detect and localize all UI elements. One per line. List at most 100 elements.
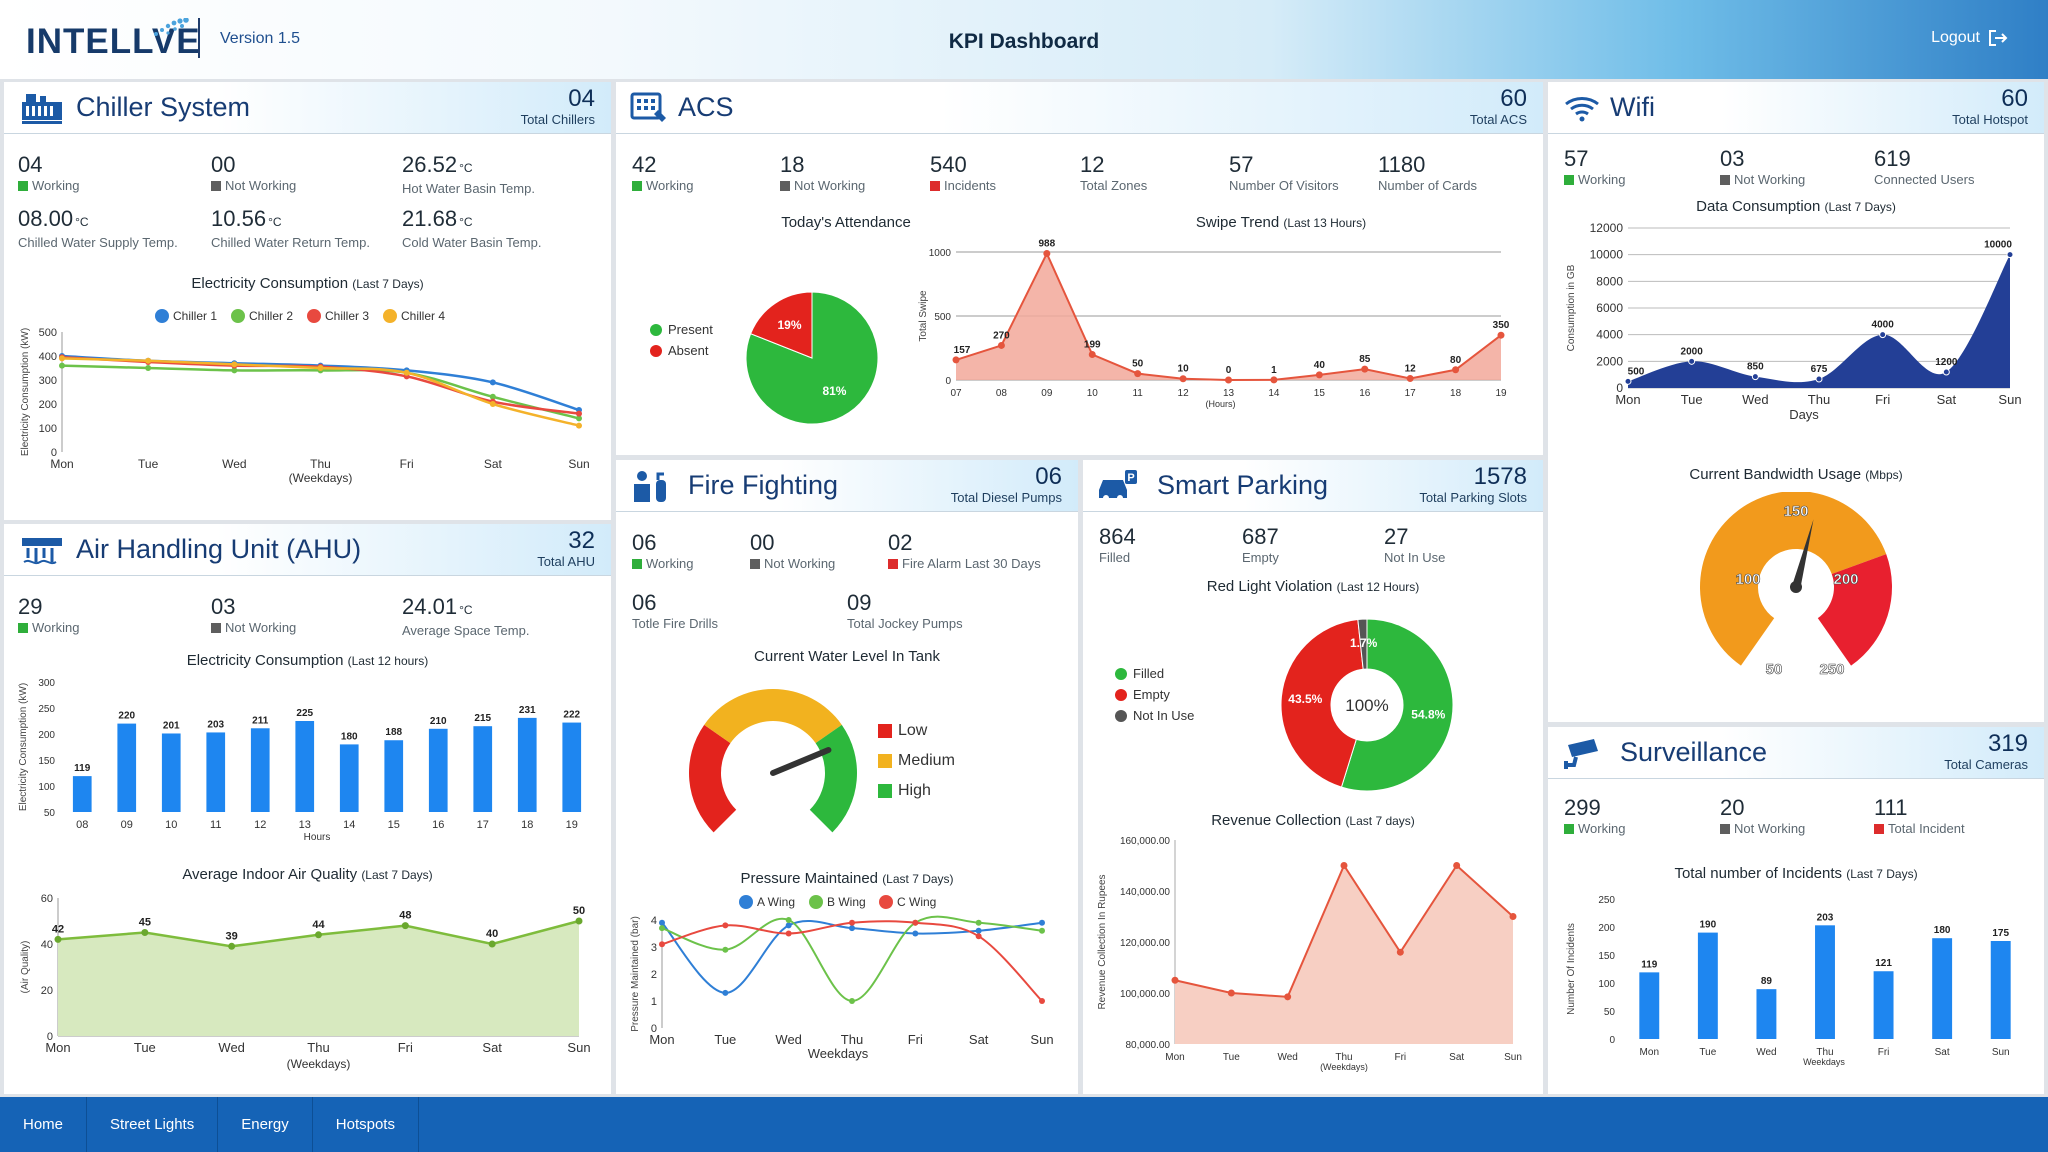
y-axis-label: Revenue Collection In Rupees	[1097, 874, 1108, 1009]
x-tick-label: 14	[343, 819, 355, 831]
data-point	[1088, 351, 1096, 359]
x-tick-label: Wed	[775, 1032, 802, 1047]
violation-legend: Filled Empty Not In Use	[1115, 666, 1194, 729]
data-point	[849, 998, 855, 1004]
bar	[384, 740, 404, 812]
surveillance-panel: Surveillance 319 Total Cameras 299 Working…	[1548, 727, 2044, 1094]
nav-home[interactable]: Home	[0, 1097, 88, 1152]
data-point	[59, 362, 65, 369]
legend-label: A Wing	[757, 895, 795, 909]
data-point	[1497, 331, 1505, 339]
x-tick-label: Thu	[307, 1040, 329, 1055]
nav-street-lights[interactable]: Street Lights	[87, 1097, 219, 1152]
data-point	[659, 941, 665, 948]
brand-logo: INTELLVE	[26, 18, 201, 62]
slice-label: 1.7%	[1350, 636, 1378, 650]
water-level-gauge	[689, 689, 857, 833]
data-label: 211	[252, 715, 269, 726]
parking-not-in-use: 27 Not In Use	[1384, 524, 1446, 565]
access-control-icon	[630, 92, 666, 122]
logout-button[interactable]: Logout	[1931, 29, 2008, 47]
number-of-cards: 1180 Number of Cards	[1378, 152, 1477, 193]
revenue-title: Revenue Collection (Last 7 days)	[1211, 812, 1415, 829]
acs-incidents: 540 Incidents	[930, 152, 997, 193]
y-axis-label: Number Of Incidents	[1566, 923, 1577, 1015]
y-tick-label: 150	[38, 756, 55, 767]
chiller-panel: Chiller System 04 Total Chillers 04 Workin…	[4, 82, 611, 520]
y-tick-label: 0	[51, 447, 57, 459]
acs-title: ACS	[678, 92, 734, 122]
data-label: 350	[1493, 320, 1510, 331]
data-point	[317, 365, 324, 371]
x-tick-label: Wed	[222, 457, 246, 471]
gauge-tick-label: 250	[1819, 661, 1844, 678]
center-label: 100%	[1345, 696, 1388, 715]
attendance-title: Today's Attendance	[781, 214, 911, 231]
data-label: 201	[163, 720, 180, 731]
legend-absent: Absent	[650, 343, 713, 358]
x-tick-label: 12	[1178, 388, 1190, 399]
data-point	[1942, 368, 1950, 376]
data-point	[1227, 989, 1235, 997]
bar	[206, 732, 226, 812]
x-tick-label: Sun	[1992, 1047, 2010, 1058]
bandwidth-gauge: 50 100 150 200 250	[1700, 492, 1892, 678]
nav-hotspots[interactable]: Hotspots	[313, 1097, 419, 1152]
total-parking-slots: 1578 Total Parking Slots	[1419, 463, 1527, 506]
x-tick-label: Mon	[649, 1032, 674, 1047]
swipe-trend-title: Swipe Trend (Last 13 Hours)	[1195, 214, 1367, 231]
data-point	[1751, 373, 1759, 381]
x-tick-label: Thu	[841, 1032, 863, 1047]
x-tick-label: 07	[950, 388, 962, 399]
data-point	[231, 361, 238, 368]
x-tick-label: Fri	[400, 457, 414, 471]
total-cameras: 319 Total Cameras	[1944, 730, 2028, 773]
data-point	[659, 925, 665, 932]
data-label: 0	[1226, 365, 1232, 376]
data-point	[141, 929, 149, 936]
total-incident: 111 Total Incident	[1874, 795, 1965, 836]
y-tick-label: 1000	[929, 248, 952, 259]
nav-energy[interactable]: Energy	[218, 1097, 313, 1152]
surveillance-header: Surveillance 319 Total Cameras	[1548, 727, 2044, 779]
data-point	[722, 922, 729, 929]
wifi-not-working: 03 Not Working	[1720, 146, 1806, 187]
x-tick-label: Fri	[1875, 392, 1890, 407]
y-tick-label: 80,000.00	[1126, 1040, 1171, 1051]
chilled-water-supply-temp: 08.00 °C Chilled Water Supply Temp.	[18, 206, 178, 250]
x-tick-label: Wed	[1742, 392, 1769, 407]
chilled-water-return-temp: 10.56 °C Chilled Water Return Temp.	[211, 206, 370, 250]
aqi-chart-title: Average Indoor Air Quality (Last 7 Days)	[182, 866, 433, 883]
y-axis-label: Total Swipe	[918, 290, 929, 342]
ahu-chart-title: Electricity Consumption (Last 12 hours)	[186, 652, 429, 669]
y-axis-label: Pressure Maintained (bar)	[630, 916, 641, 1032]
water-level-legend: Low Medium High	[878, 722, 955, 806]
y-tick-label: 0	[1616, 381, 1623, 395]
x-tick-label: Mon	[1615, 392, 1640, 407]
data-label: 203	[207, 719, 224, 730]
x-tick-label: Wed	[1277, 1052, 1297, 1063]
ahu-electricity-chart: 50 100 150 200 250 300 08 09 10 11 12 13 14 15 16 17 18 1…	[18, 678, 582, 843]
data-point	[54, 935, 62, 943]
chiller-icon	[22, 94, 62, 124]
data-point	[912, 930, 919, 937]
data-label: 48	[399, 910, 411, 922]
legend-empty: Empty	[1115, 687, 1194, 702]
data-label: 270	[993, 330, 1010, 341]
x-tick-label: Tue	[714, 1032, 736, 1047]
fire-working: 06 Working	[632, 530, 694, 571]
x-tick-label: 11	[210, 819, 221, 831]
chiller-chart-title: Electricity Consumption (Last 7 Days)	[191, 275, 424, 292]
data-point	[785, 930, 792, 937]
y-tick-label: 0	[945, 376, 951, 387]
legend-label: Chiller 2	[249, 309, 293, 323]
data-point	[1815, 375, 1823, 383]
parking-car-icon: P	[1099, 470, 1137, 501]
attendance-legend: Present Absent	[650, 322, 713, 364]
data-label: 988	[1038, 239, 1055, 250]
x-tick-label: Thu	[1816, 1047, 1833, 1058]
fire-drills: 06 Totle Fire Drills	[632, 590, 718, 631]
chiller-electricity-chart: Chiller 1 Chiller 2 Chiller 3 Chiller 4 0 100…	[20, 309, 590, 485]
x-tick-label: Sun	[1504, 1052, 1522, 1063]
x-tick-label: 12	[254, 819, 266, 831]
